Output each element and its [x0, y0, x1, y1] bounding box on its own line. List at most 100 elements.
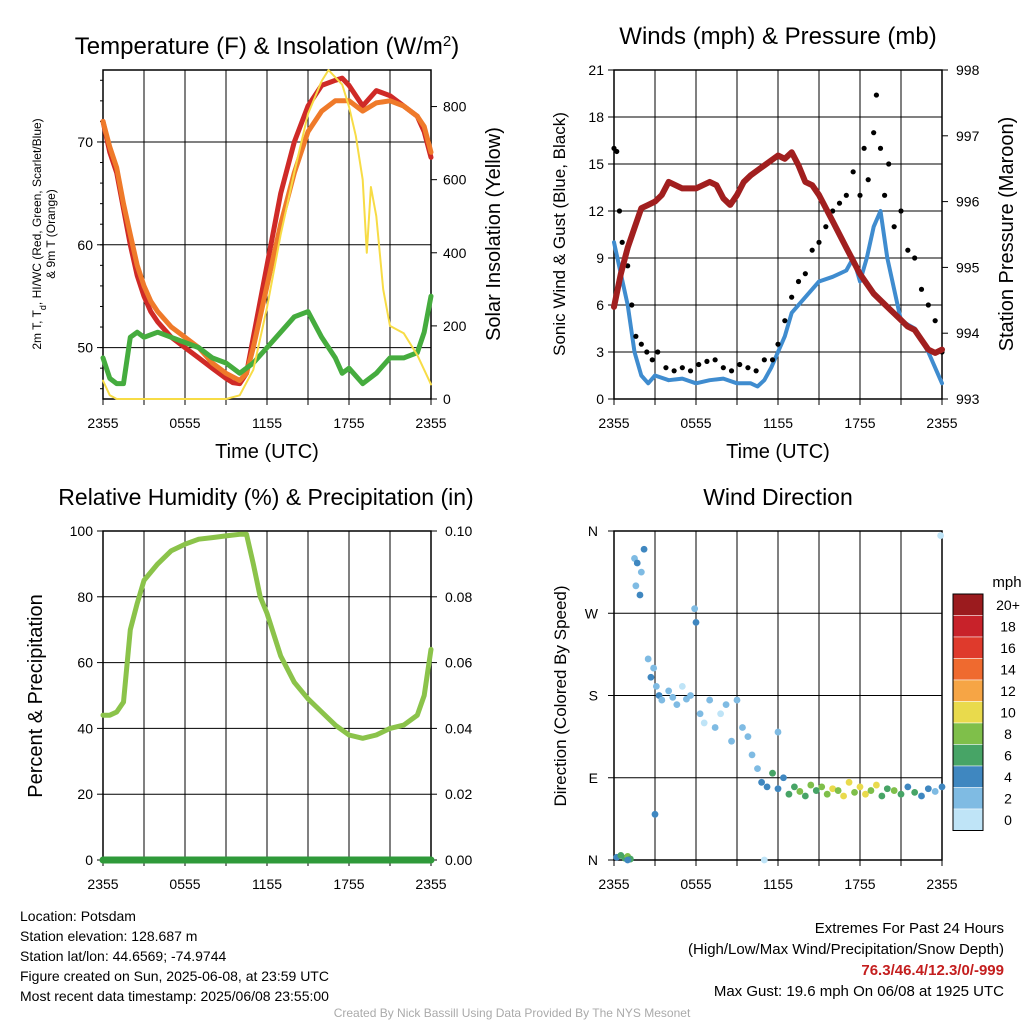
direction-point — [785, 790, 793, 798]
temperature-frame — [102, 69, 432, 400]
colorbar-label: 6 — [1004, 748, 1012, 764]
winds-series-gust-point — [745, 365, 751, 371]
direction-point — [897, 790, 905, 798]
winds-series-gust-point — [696, 361, 702, 368]
direction-point — [733, 696, 741, 704]
winds-series-gust-point — [850, 169, 856, 175]
winds-series-gust-point — [687, 368, 694, 374]
colorbar-swatch — [952, 701, 984, 724]
winds-series-gust-point — [789, 294, 795, 300]
colorbar-label: 4 — [1004, 769, 1012, 785]
temperature-ytick-label: 60 — [77, 237, 93, 253]
direction-xtick-label: 1755 — [844, 876, 875, 892]
winds-title: Winds (mph) & Pressure (mb) — [619, 23, 936, 50]
direction-xtick-label: 0555 — [680, 876, 711, 892]
direction-point — [665, 687, 673, 695]
direction-point — [845, 778, 853, 786]
winds-series-gust-point — [918, 286, 925, 292]
elevation-text: Station elevation: 128.687 m — [20, 928, 198, 944]
temperature-series-solar-insolation — [102, 69, 432, 400]
winds-series-gust-point — [712, 357, 718, 363]
direction-point — [669, 693, 677, 701]
winds-ytick-label: 0 — [596, 391, 604, 407]
winds-series-gust-point — [795, 278, 802, 285]
winds-series-sonic-wind — [612, 209, 944, 389]
direction-point — [856, 783, 864, 791]
colorbar-swatch — [952, 722, 984, 745]
recent-text: Most recent data timestamp: 2025/06/08 2… — [20, 988, 329, 1004]
direction-point — [744, 733, 752, 741]
winds-series-gust-point — [649, 357, 655, 363]
direction-point — [696, 710, 704, 718]
winds-series-gust-point — [619, 239, 625, 245]
colorbar-swatch — [952, 808, 984, 831]
direction-point — [647, 673, 655, 681]
winds-y2tick-label: 995 — [956, 259, 980, 275]
direction-ytick-label: N — [588, 523, 598, 539]
direction-point — [717, 710, 724, 718]
winds-series-gust-point — [823, 224, 829, 230]
direction-point — [796, 788, 804, 795]
direction-point — [728, 737, 735, 745]
humidity-title: Relative Humidity (%) & Precipitation (i… — [58, 484, 473, 510]
direction-point — [851, 788, 858, 796]
winds-ytick-label: 6 — [596, 297, 604, 313]
direction-xtick-label: 1155 — [763, 876, 793, 892]
direction-point — [883, 785, 891, 793]
winds-ytick-label: 12 — [588, 203, 604, 219]
direction-ytick-label: W — [585, 605, 599, 621]
direction-point — [678, 682, 686, 690]
station-info: Location: Potsdam Station elevation: 128… — [20, 906, 329, 1006]
humidity-ytick-label: 0 — [85, 852, 93, 868]
colorbar-swatch — [952, 679, 984, 702]
winds-series-gust-point — [644, 349, 650, 355]
direction-point — [711, 724, 719, 731]
humidity-ytick-label: 60 — [77, 655, 93, 671]
winds-series-station-pressure — [611, 149, 945, 356]
direction-xtick-label: 2355 — [926, 876, 957, 892]
extremes-values: 76.3/46.4/12.3/0/-999 — [861, 962, 1004, 979]
direction-ytick-label: N — [588, 852, 598, 868]
colorbar-label: 12 — [1000, 683, 1016, 699]
direction-point — [924, 785, 932, 793]
plot-layer: 2355 0555 1155 1755 235550607002004006008002… — [70, 62, 1020, 892]
direction-point — [791, 783, 798, 791]
winds-series-gust-point — [728, 368, 735, 374]
winds-series-gust-point — [836, 200, 843, 206]
winds-series-gust-point — [720, 365, 726, 371]
colorbar-label: 10 — [1000, 705, 1016, 721]
latlon-text: Station lat/lon: 44.6569; -74.9744 — [20, 948, 227, 964]
winds-xtick-label: 2355 — [926, 415, 957, 431]
direction-point — [640, 545, 648, 553]
direction-ytick-label: S — [589, 688, 598, 704]
credit-text: Created By Nick Bassill Using Data Provi… — [333, 1006, 691, 1020]
winds-xtick-label: 2355 — [598, 415, 629, 431]
direction-point — [706, 696, 714, 704]
temperature-xtick-label: 1755 — [333, 415, 364, 431]
humidity-y2tick-label: 0.02 — [445, 786, 472, 802]
winds-series-gust-point — [629, 302, 635, 308]
winds-series-gust-point — [843, 192, 849, 198]
colorbar-label: 14 — [1000, 662, 1016, 678]
direction-point — [652, 682, 660, 690]
colorbar-swatch — [952, 787, 984, 810]
humidity-ytick-label: 100 — [70, 523, 94, 539]
temperature-xtick-label: 2355 — [87, 415, 118, 431]
direction-point — [780, 774, 787, 782]
winds-series-gust-point — [891, 224, 897, 230]
winds-xtick-label: 1155 — [763, 415, 793, 431]
direction-point — [637, 568, 645, 576]
colorbar-label: 8 — [1004, 726, 1012, 742]
humidity-y2tick-label: 0.00 — [445, 852, 472, 868]
temperature-ylabel-line2: & 9m T (Orange) — [44, 189, 58, 279]
direction-point — [636, 591, 644, 599]
direction-point — [823, 790, 831, 798]
humidity-ytick-label: 20 — [77, 786, 93, 802]
winds-series-gust-point — [704, 358, 710, 364]
winds-series-gust-point — [932, 318, 938, 324]
direction-ylabel: Direction (Colored By Speed) — [551, 585, 570, 806]
colorbar-label: 20+ — [996, 597, 1020, 613]
winds-series-gust-point — [865, 177, 871, 183]
extremes-fields: (High/Low/Max Wind/Precipitation/Snow De… — [688, 941, 1004, 958]
temperature-y2tick-label: 200 — [443, 318, 467, 334]
